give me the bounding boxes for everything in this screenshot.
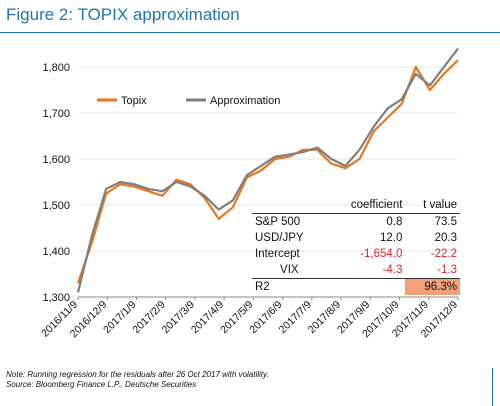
table-header-t-value: t value [405,197,460,214]
table-row: USD/JPY 12.0 20.3 [252,230,460,246]
r2-value: 96.3% [405,278,460,295]
footnote: Note: Running regression for the residua… [6,370,269,390]
legend: Topix Approximation [97,95,280,107]
coefficient-cell: -1,654.0 [360,248,403,260]
series-lines [76,47,459,293]
coefficient-cell: 0.8 [386,216,403,228]
t-value-cell: 20.3 [434,232,457,244]
series-line-approximation [76,47,459,293]
footnote-divider [492,368,493,406]
row-label: S&P 500 [255,216,301,228]
r2-blank [326,278,406,295]
t-value-cell: 73.5 [434,216,457,228]
t-value-cell: -22.2 [430,248,457,260]
regression-table: coefficient t value S&P 500 0.8 73.5 USD… [252,197,460,295]
y-tick-label: 1,700 [42,108,70,120]
table-header-blank [252,197,327,214]
title-divider [0,32,500,33]
row-label: Intercept [255,248,300,260]
row-label: VIX [280,264,299,276]
table-r2-row: R2 96.3% [252,278,460,295]
table-header-coefficient: coefficient [326,197,406,214]
coefficient-cell: -4.3 [382,264,403,276]
figure-title: Figure 2: TOPIX approximation [6,5,240,24]
legend-label-approximation: Approximation [210,95,280,107]
footnote-note: Note: Running regression for the residua… [6,370,269,379]
line-chart: 1,300 1,400 1,500 1,600 1,700 1,800 2016/11/9… [39,47,460,340]
table-row: Intercept -1,654.0 -22.2 [252,246,460,262]
y-tick-label: 1,300 [42,292,70,304]
y-tick-label: 1,800 [42,62,70,74]
table-row: S&P 500 0.8 73.5 [252,214,460,231]
y-axis-ticks: 1,300 1,400 1,500 1,600 1,700 1,800 [42,62,70,304]
y-tick-label: 1,400 [42,246,70,258]
x-axis-ticks: 2016/11/92016/12/92017/1/92017/2/92017/3… [39,297,460,340]
coefficient-cell: 12.0 [380,232,403,244]
table-header-row: coefficient t value [252,197,460,214]
series-line-topix [76,59,459,284]
legend-label-topix: Topix [121,95,147,107]
y-tick-label: 1,600 [42,154,70,166]
r2-label: R2 [252,278,327,295]
t-value-cell: -1.3 [437,264,457,276]
y-tick-label: 1,500 [42,200,70,212]
footnote-source: Source: Bloomberg Finance L.P., Deutsche… [6,380,197,389]
table-row: VIX -4.3 -1.3 [252,262,460,279]
row-label: USD/JPY [255,232,304,244]
